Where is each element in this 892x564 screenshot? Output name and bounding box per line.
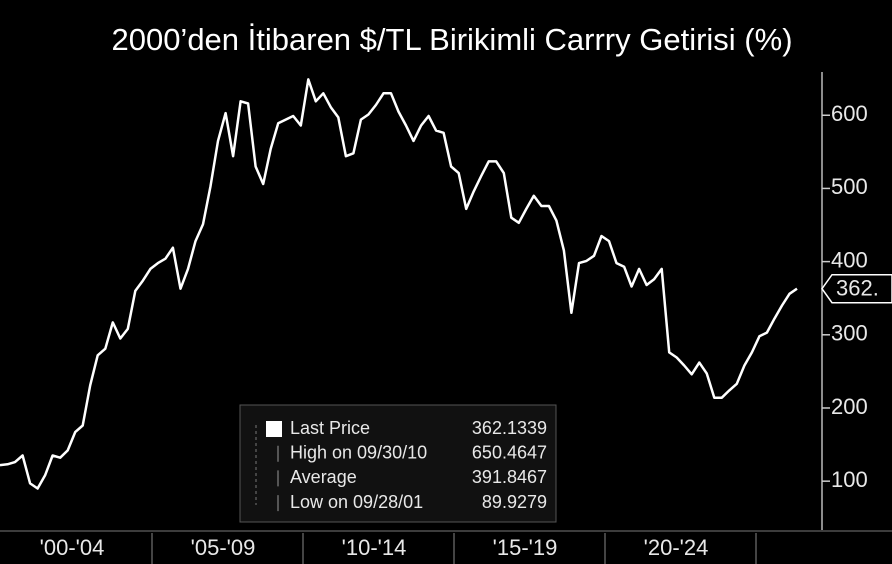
legend-value: 650.4647 — [472, 442, 547, 462]
legend-box — [239, 404, 557, 523]
y-tick-label: 100 — [831, 467, 868, 492]
y-tick-label: 200 — [831, 394, 868, 419]
x-tick-label: '05-'09 — [191, 535, 256, 560]
y-tick-label: 400 — [831, 247, 868, 272]
y-tick-label: 500 — [831, 174, 868, 199]
legend-value: 89.9279 — [482, 492, 547, 512]
legend-label: Average — [290, 467, 357, 487]
legend-label: High on 09/30/10 — [290, 442, 427, 462]
last-value-box — [821, 273, 892, 304]
x-axis-band — [0, 530, 892, 564]
x-tick-label: '15-'19 — [493, 535, 558, 560]
legend-label: Low on 09/28/01 — [290, 492, 423, 512]
legend-value: 391.8467 — [472, 467, 547, 487]
chart-title: 2000’den İtibaren $/TL Birikimli Carrry … — [111, 22, 792, 57]
y-tick-label: 300 — [831, 321, 868, 346]
y-tick-label: 600 — [831, 101, 868, 126]
x-tick-label: '10-'14 — [342, 535, 407, 560]
price-line — [0, 78, 798, 490]
x-tick-label: '00-'04 — [40, 535, 105, 560]
last-value-label: 362. — [836, 276, 879, 301]
legend-value: 362.1339 — [472, 418, 547, 438]
legend-swatch — [266, 421, 282, 437]
x-tick-label: '20-'24 — [644, 535, 709, 560]
legend-label: Last Price — [290, 418, 370, 438]
